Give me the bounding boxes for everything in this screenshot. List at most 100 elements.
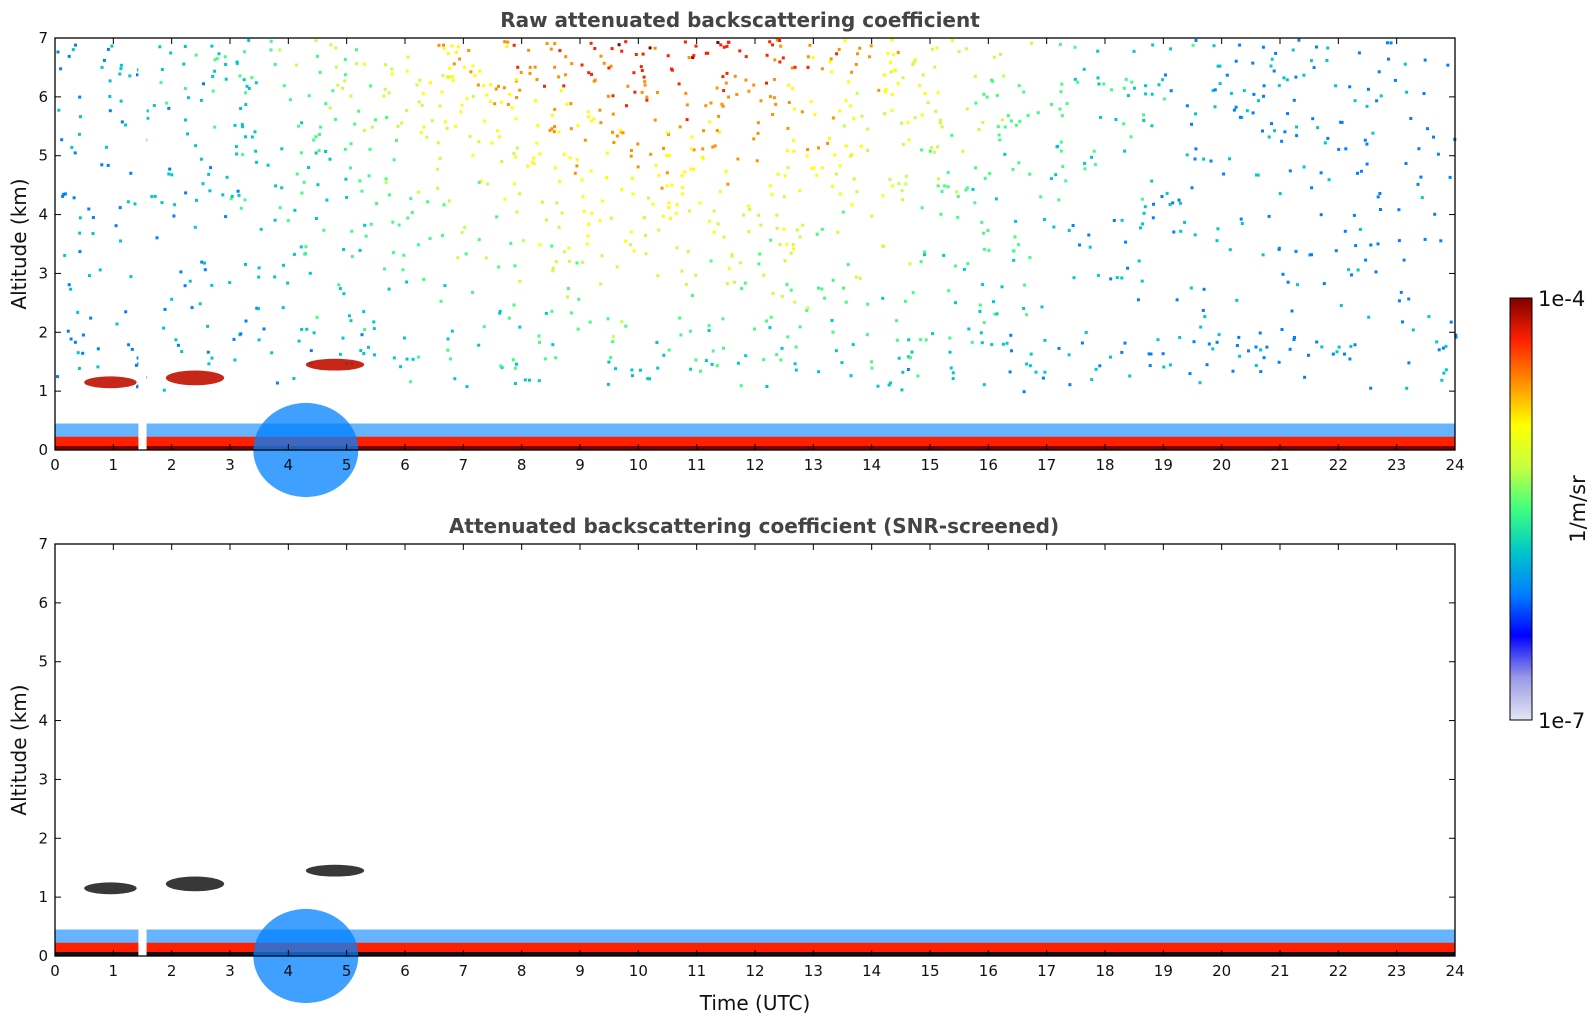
noise-pixel	[170, 173, 174, 177]
noise-pixel	[935, 46, 939, 50]
noise-pixel	[343, 58, 347, 61]
noise-pixel	[445, 126, 449, 130]
noise-pixel	[208, 189, 212, 193]
noise-pixel	[458, 57, 462, 61]
noise-pixel	[136, 385, 139, 389]
noise-pixel	[73, 340, 77, 344]
noise-pixel	[736, 157, 740, 161]
noise-pixel	[1286, 112, 1290, 116]
noise-pixel	[643, 80, 647, 84]
noise-pixel	[765, 385, 769, 388]
noise-pixel	[155, 236, 159, 240]
x-tick-label: 0	[50, 456, 60, 474]
noise-pixel	[1397, 239, 1401, 243]
noise-pixel	[305, 327, 309, 331]
noise-pixel	[1404, 162, 1408, 165]
noise-pixel	[770, 193, 774, 197]
noise-pixel	[307, 166, 311, 169]
noise-pixel	[198, 302, 202, 306]
noise-pixel	[715, 86, 719, 90]
noise-pixel	[896, 81, 900, 85]
noise-pixel	[1067, 229, 1071, 232]
noise-pixel	[973, 201, 977, 205]
noise-pixel	[460, 103, 464, 107]
noise-pixel	[1320, 345, 1324, 349]
noise-pixel	[776, 172, 780, 176]
noise-pixel	[716, 222, 720, 226]
noise-pixel	[724, 81, 728, 85]
noise-pixel	[587, 115, 591, 119]
noise-pixel	[333, 117, 337, 121]
noise-pixel	[679, 333, 683, 337]
noise-pixel	[685, 103, 689, 107]
noise-pixel	[193, 225, 197, 229]
noise-pixel	[1238, 354, 1242, 358]
noise-pixel	[806, 148, 810, 152]
noise-pixel	[350, 229, 354, 233]
noise-pixel	[611, 340, 615, 344]
noise-pixel	[417, 355, 420, 359]
noise-pixel	[669, 217, 672, 220]
noise-pixel	[76, 310, 80, 314]
noise-pixel	[442, 43, 445, 47]
noise-pixel	[937, 177, 940, 181]
noise-pixel	[1296, 283, 1299, 287]
noise-pixel	[273, 218, 277, 222]
noise-pixel	[512, 151, 516, 155]
noise-pixel	[1437, 348, 1441, 352]
noise-pixel	[701, 155, 704, 159]
noise-pixel	[1448, 175, 1452, 179]
noise-pixel	[631, 192, 635, 196]
noise-pixel	[210, 356, 214, 360]
noise-pixel	[1316, 126, 1320, 130]
noise-pixel	[420, 103, 424, 107]
noise-pixel	[449, 357, 452, 361]
noise-pixel	[1151, 43, 1155, 47]
noise-pixel	[791, 87, 795, 90]
noise-pixel	[581, 195, 585, 199]
noise-pixel	[1122, 86, 1126, 90]
noise-pixel	[921, 73, 925, 77]
noise-pixel	[1286, 280, 1290, 284]
cloud-layer	[84, 882, 137, 895]
noise-pixel	[411, 357, 415, 361]
x-axis-label: Time (UTC)	[699, 991, 811, 1015]
noise-pixel	[397, 223, 401, 227]
noise-pixel	[199, 157, 203, 161]
noise-pixel	[471, 95, 475, 98]
noise-pixel	[1356, 171, 1359, 175]
noise-pixel	[667, 201, 671, 205]
noise-pixel	[115, 322, 119, 326]
noise-pixel	[532, 162, 536, 166]
noise-pixel	[484, 256, 488, 260]
noise-pixel	[580, 178, 584, 182]
noise-pixel	[939, 212, 943, 216]
noise-pixel	[744, 354, 748, 358]
noise-pixel	[1216, 64, 1220, 68]
noise-pixel	[1139, 226, 1142, 230]
noise-pixel	[772, 78, 776, 81]
noise-pixel	[512, 182, 516, 186]
noise-pixel	[965, 107, 969, 111]
noise-pixel	[364, 234, 368, 238]
noise-pixel	[497, 84, 500, 88]
noise-pixel	[1179, 201, 1182, 205]
noise-pixel	[108, 95, 112, 98]
noise-pixel	[1379, 94, 1383, 98]
noise-pixel	[500, 160, 504, 163]
noise-pixel	[244, 319, 248, 323]
noise-pixel	[1254, 364, 1258, 367]
noise-pixel	[977, 128, 981, 131]
noise-pixel	[769, 315, 773, 319]
cloud-layer-shape	[165, 876, 225, 892]
noise-pixel	[1417, 147, 1421, 151]
noise-pixel	[347, 314, 351, 318]
y-axis-label: Altitude (km)	[7, 684, 31, 815]
noise-pixel	[1401, 320, 1404, 324]
noise-pixel	[983, 176, 987, 180]
noise-pixel	[1278, 192, 1282, 196]
noise-pixel	[787, 83, 790, 87]
noise-pixel	[606, 94, 610, 98]
noise-pixel	[317, 149, 321, 153]
noise-pixel	[89, 316, 93, 320]
